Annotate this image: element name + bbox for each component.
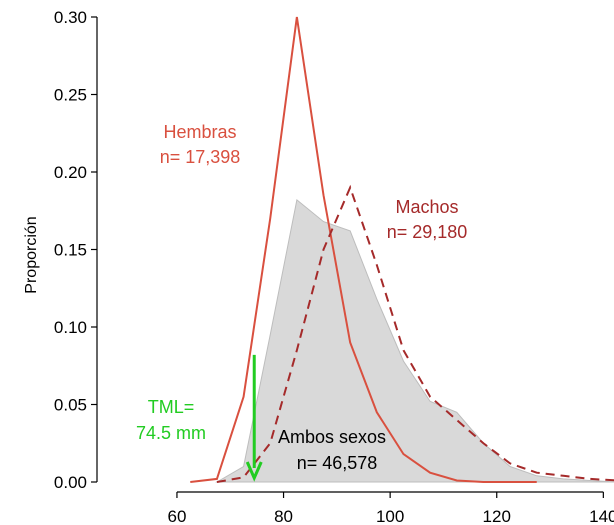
- y-tick-label: 0.20: [54, 163, 87, 182]
- series-lines-layer: [190, 16, 614, 483]
- x-ticks: 60 80 100 120 140: [167, 492, 614, 525]
- annotation-machos-name: Machos: [395, 197, 458, 217]
- y-tick-label: 0.05: [54, 396, 87, 415]
- x-tick-label: 140: [589, 507, 614, 525]
- x-tick-label: 80: [274, 507, 293, 525]
- x-tick-label: 100: [376, 507, 404, 525]
- y-tick-label: 0.30: [54, 8, 87, 27]
- series-line-machos: [216, 184, 614, 483]
- y-tick-label: 0.25: [54, 86, 87, 105]
- x-tick-label: 60: [167, 507, 186, 525]
- y-tick-label: 0.10: [54, 318, 87, 337]
- series-line-hembras: [190, 16, 537, 483]
- annotation-machos-n: n= 29,180: [387, 222, 468, 242]
- ambos-area-layer: [215, 198, 614, 483]
- annotation-tml-label: TML=: [148, 397, 195, 417]
- tml-arrow-head: [245, 461, 263, 482]
- y-tick-label: 0.15: [54, 241, 87, 260]
- y-axis-label: Proporción: [23, 216, 40, 293]
- y-tick-label: 0.00: [54, 473, 87, 492]
- annotation-hembras-n: n= 17,398: [160, 147, 241, 167]
- series-area-ambos-sexos: [215, 198, 614, 483]
- annotation-hembras-name: Hembras: [163, 122, 236, 142]
- annotation-ambos-name: Ambos sexos: [278, 427, 386, 447]
- x-tick-label: 120: [483, 507, 511, 525]
- y-ticks: 0.00 0.05 0.10 0.15 0.20 0.25 0.30: [54, 8, 97, 492]
- arrow-layer: [245, 354, 263, 482]
- annotation-ambos-n: n= 46,578: [297, 453, 378, 473]
- annotation-tml-value: 74.5 mm: [136, 423, 206, 443]
